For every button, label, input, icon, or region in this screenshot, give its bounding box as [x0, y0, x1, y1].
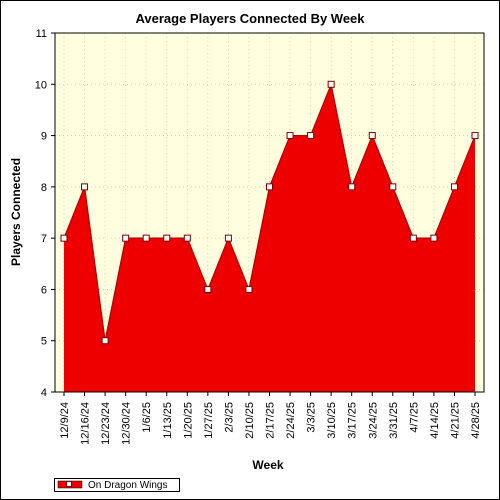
data-point	[204, 285, 212, 293]
x-tick-label: 4/21/25	[449, 402, 461, 439]
x-axis-label: Week	[252, 458, 283, 472]
plot-area: 4 5 6 7 8 9 10 11 12/9/24 12/16/24 12/23/24 12/30/2…	[35, 28, 485, 445]
data-point	[450, 183, 458, 191]
x-tick-label: 3/31/25	[388, 402, 400, 439]
data-point	[430, 234, 438, 242]
x-tick-label: 12/30/24	[121, 402, 133, 445]
y-axis-label: Players Connected	[9, 158, 23, 266]
series-area	[64, 84, 475, 393]
legend-label: On Dragon Wings	[88, 480, 167, 491]
y-tick-label: 4	[41, 387, 47, 399]
y-tick-label: 6	[41, 284, 47, 296]
x-tick-label: 1/20/25	[182, 402, 194, 439]
data-point	[81, 183, 89, 191]
x-tick-label: 2/10/25	[244, 402, 256, 439]
data-point	[348, 183, 356, 191]
x-tick-label: 3/3/25	[306, 402, 318, 433]
x-tick-label: 2/24/25	[285, 402, 297, 439]
y-tick-label: 5	[41, 336, 47, 348]
x-tick-label: 3/10/25	[326, 402, 338, 439]
data-point	[142, 234, 150, 242]
x-tick-label: 3/17/25	[347, 402, 359, 439]
y-tick-label: 10	[35, 79, 47, 91]
y-tick-label: 9	[41, 131, 47, 143]
x-tick-label: 12/23/24	[100, 402, 112, 445]
y-tick-label: 8	[41, 182, 47, 194]
x-tick-label: 12/9/24	[59, 402, 71, 439]
x-tick-label: 4/28/25	[470, 402, 482, 439]
x-tick-label: 2/17/25	[265, 402, 277, 439]
data-point	[122, 234, 130, 242]
data-point	[368, 132, 376, 140]
legend-marker	[66, 481, 72, 487]
x-tick-label: 1/13/25	[162, 402, 174, 439]
data-point	[224, 234, 232, 242]
x-tick-label: 4/7/25	[408, 402, 420, 433]
y-tick-label: 11	[36, 28, 47, 40]
y-tick-label: 7	[41, 233, 47, 245]
x-tick-label: 4/14/25	[429, 402, 441, 439]
x-tick-label: 12/16/24	[80, 402, 92, 445]
data-point	[471, 132, 479, 140]
x-tick-label: 3/24/25	[367, 402, 379, 439]
data-point	[286, 132, 294, 140]
data-point	[245, 285, 253, 293]
legend-box	[54, 478, 180, 492]
data-point	[163, 234, 171, 242]
plot-border	[54, 32, 485, 393]
data-point	[327, 80, 335, 88]
x-tick-label: 2/3/25	[223, 402, 235, 433]
legend: On Dragon Wings	[54, 478, 180, 492]
data-point	[183, 234, 191, 242]
data-point	[409, 234, 417, 242]
x-tick-label: 1/6/25	[141, 402, 153, 433]
data-point	[389, 183, 397, 191]
data-point	[307, 132, 315, 140]
data-point	[266, 183, 273, 191]
data-point	[101, 337, 109, 345]
x-tick-label: 1/27/25	[203, 402, 215, 439]
chart-title: Average Players Connected By Week	[135, 11, 365, 26]
data-point	[60, 234, 68, 242]
